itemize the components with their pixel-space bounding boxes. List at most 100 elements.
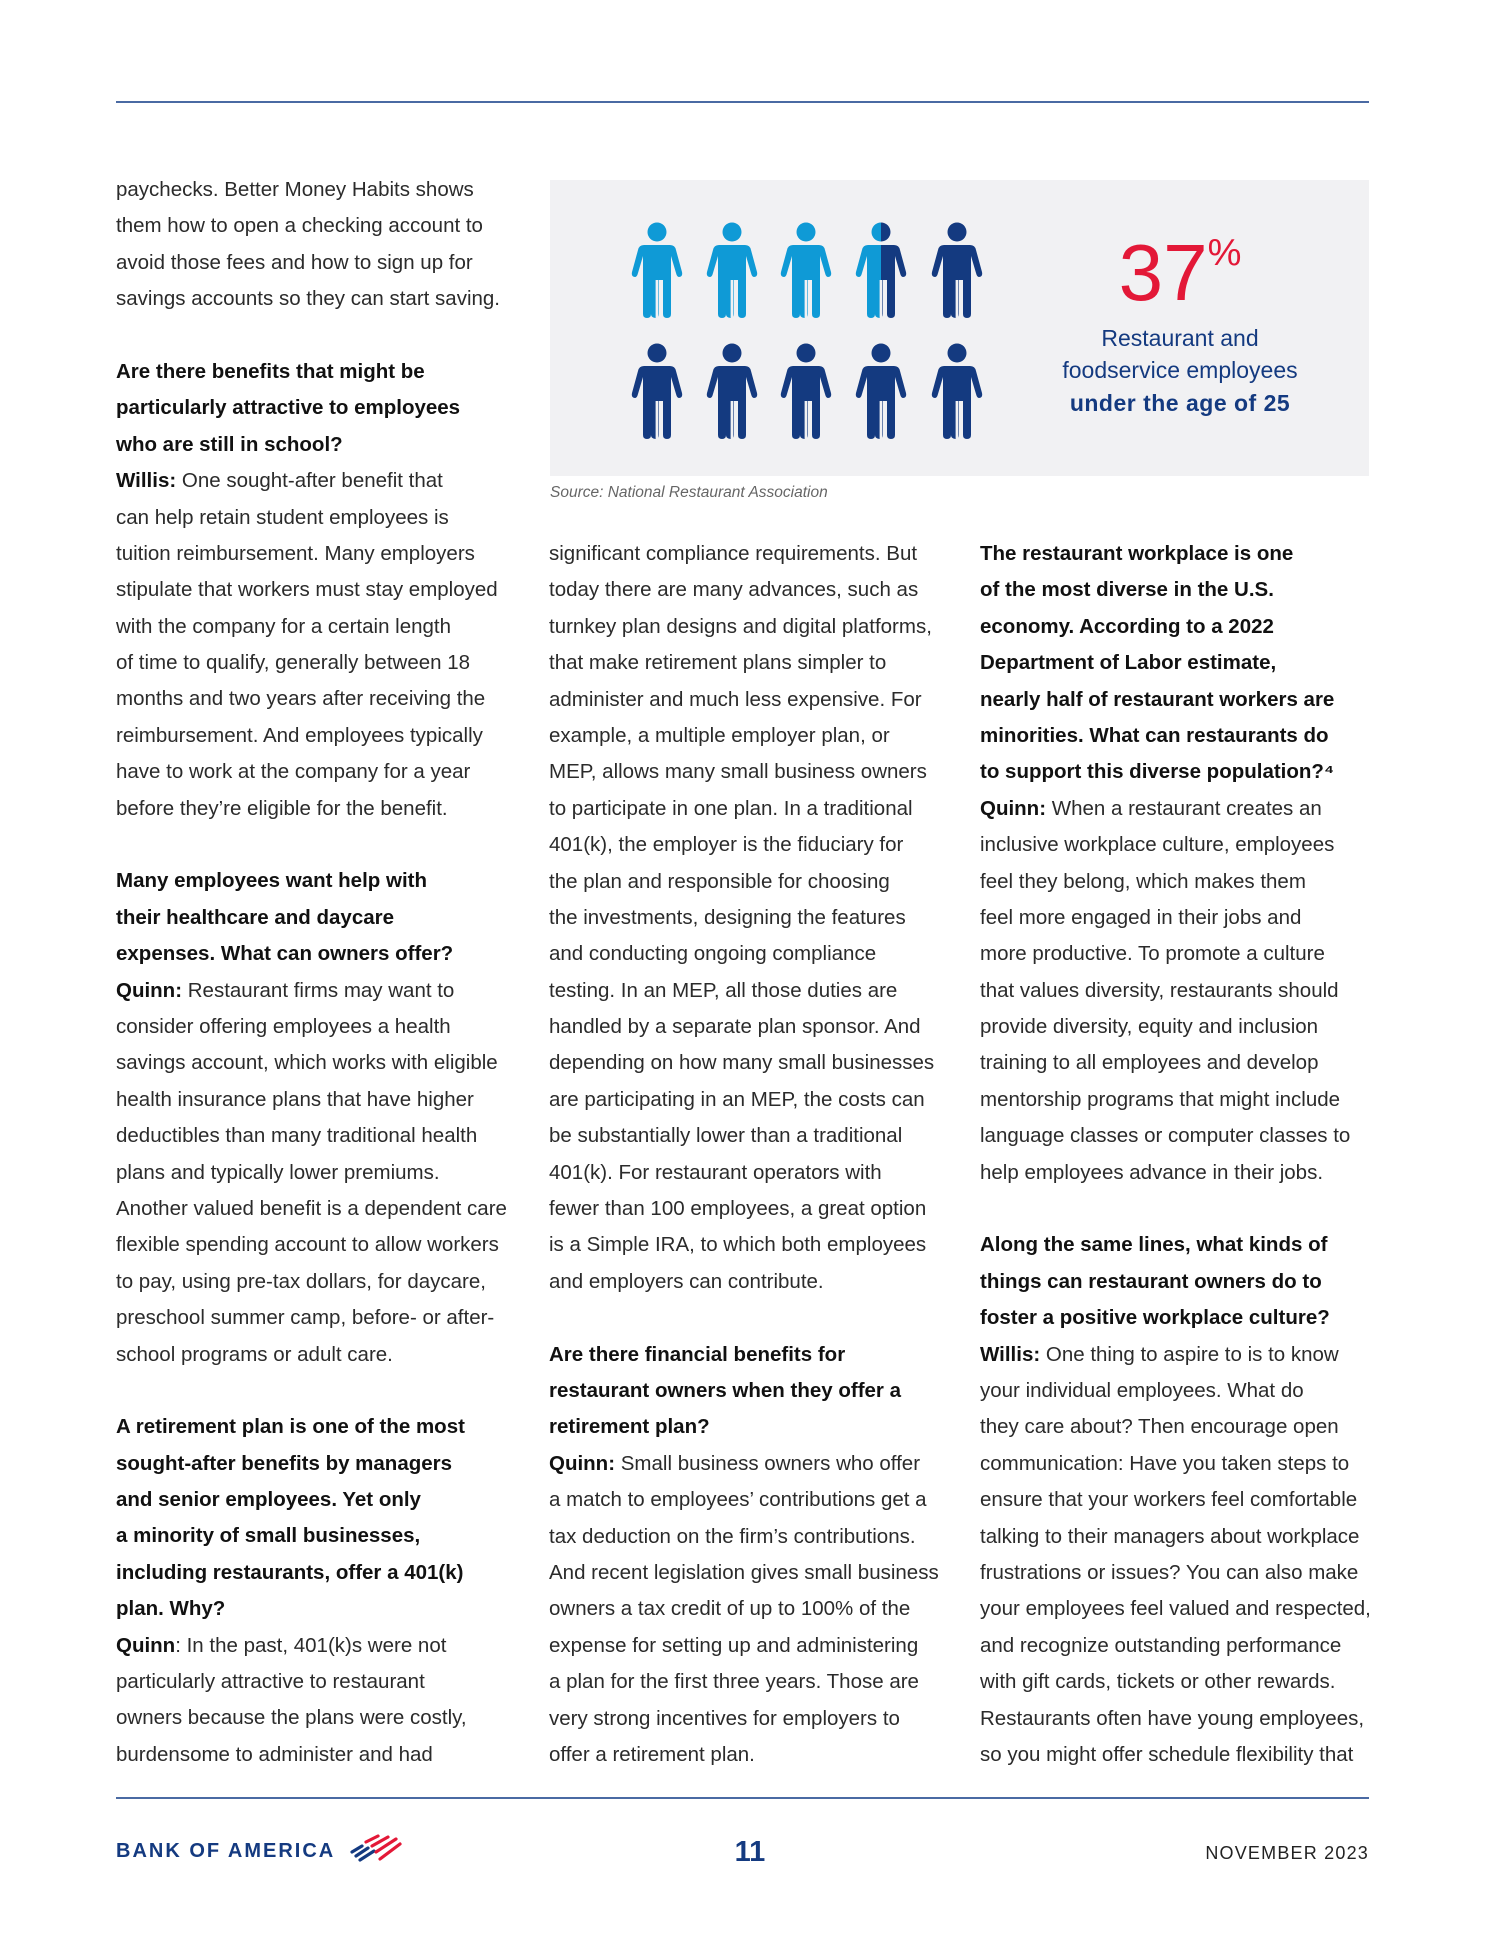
line-text: and conducting ongoing compliance	[549, 942, 877, 966]
line-text: handled by a separate plan sponsor. And	[549, 1015, 921, 1039]
line-text: their healthcare and daycare	[116, 905, 395, 929]
line-text: owners a tax credit of up to 100% of the	[549, 1597, 911, 1621]
line-text: feel more engaged in their jobs and	[980, 905, 1302, 929]
line-text: to pay, using pre-tax dollars, for dayca…	[116, 1269, 486, 1293]
text-line: the plan and responsible for choosing	[549, 864, 939, 900]
flag-logo-icon	[350, 1834, 402, 1862]
text-line: example, a multiple employer plan, or	[549, 718, 939, 754]
line-text: retirement plan?	[549, 1415, 710, 1439]
line-text: Restaurant firms may want to	[182, 978, 455, 1002]
text-line: and conducting ongoing compliance	[549, 936, 939, 972]
line-text: 401(k), the employer is the fiduciary fo…	[549, 833, 904, 857]
text-line: school programs or adult care.	[116, 1337, 507, 1373]
speaker-name: Quinn:	[116, 978, 183, 1002]
line-text: the investments, designing the features	[549, 905, 906, 929]
text-line: fewer than 100 employees, a great option	[549, 1191, 939, 1227]
person-icon	[631, 343, 683, 439]
line-text: of time to qualify, generally between 18	[116, 651, 471, 675]
text-line: training to all employees and develop	[980, 1045, 1371, 1081]
text-line: a plan for the first three years. Those …	[549, 1664, 939, 1700]
text-line: is a Simple IRA, to which both employees	[549, 1227, 939, 1263]
line-text: health insurance plans that have higher	[116, 1087, 474, 1111]
text-line: MEP, allows many small business owners	[549, 754, 939, 790]
line-text: plans and typically lower premiums.	[116, 1160, 440, 1184]
text-line: administer and much less expensive. For	[549, 682, 939, 718]
text-line: flexible spending account to allow worke…	[116, 1227, 507, 1263]
line-text: that values diversity, restaurants shoul…	[980, 978, 1339, 1002]
text-line: to pay, using pre-tax dollars, for dayca…	[116, 1264, 507, 1300]
bank-of-america-logo: BANK OF AMERICA	[116, 1840, 336, 1862]
line-text: mentorship programs that might include	[980, 1087, 1341, 1111]
line-text: turnkey plan designs and digital platfor…	[549, 614, 932, 638]
speaker-name: Quinn	[116, 1633, 176, 1657]
text-line: be substantially lower than a traditiona…	[549, 1118, 939, 1154]
line-text: 401(k). For restaurant operators with	[549, 1160, 882, 1184]
question-line: of the most diverse in the U.S.	[980, 572, 1371, 608]
line-text: Are there benefits that might be	[116, 359, 425, 383]
question-line: minorities. What can restaurants do	[980, 718, 1371, 754]
text-line: your individual employees. What do	[980, 1373, 1371, 1409]
text-line: with gift cards, tickets or other reward…	[980, 1664, 1371, 1700]
line-text: And recent legislation gives small busin…	[549, 1560, 939, 1584]
line-text: to participate in one plan. In a traditi…	[549, 796, 913, 820]
line-text: have to work at the company for a year	[116, 760, 471, 784]
line-text: training to all employees and develop	[980, 1051, 1319, 1075]
line-text: that make retirement plans simpler to	[549, 651, 887, 675]
line-text: foster a positive workplace culture?	[980, 1306, 1330, 1330]
text-line: savings account, which works with eligib…	[116, 1045, 507, 1081]
text-line: Quinn: When a restaurant creates an	[980, 791, 1371, 827]
text-line: they care about? Then encourage open	[980, 1409, 1371, 1445]
line-text: fewer than 100 employees, a great option	[549, 1197, 927, 1221]
line-text: The restaurant workplace is one	[980, 542, 1294, 565]
question-line: economy. According to a 2022	[980, 609, 1371, 645]
line-text: preschool summer camp, before- or after-	[116, 1306, 495, 1330]
speaker-name: Willis:	[116, 469, 177, 493]
source-note: Source: National Restaurant Association	[550, 484, 828, 501]
line-text: plan. Why?	[116, 1597, 226, 1621]
line-text: more productive. To promote a culture	[980, 942, 1325, 966]
line-text: can help retain student employees is	[116, 505, 449, 529]
line-text: flexible spending account to allow worke…	[116, 1233, 499, 1257]
line-text: the plan and responsible for choosing	[549, 869, 890, 893]
text-line: tax deduction on the firm’s contribution…	[549, 1519, 939, 1555]
line-text: minorities. What can restaurants do	[980, 723, 1329, 747]
line-text: paychecks. Better Money Habits shows	[116, 178, 474, 201]
line-text: testing. In an MEP, all those duties are	[549, 978, 898, 1002]
line-text: savings accounts so they can start savin…	[116, 287, 501, 311]
text-line: depending on how many small businesses	[549, 1045, 939, 1081]
article-column-1: paychecks. Better Money Habits shows them…	[116, 172, 507, 1773]
text-line: 401(k), the employer is the fiduciary fo…	[549, 827, 939, 863]
text-line: mentorship programs that might include	[980, 1082, 1371, 1118]
line-text: so you might offer schedule flexibility …	[980, 1742, 1354, 1766]
text-line: significant compliance requirements. But	[549, 536, 939, 572]
line-text: economy. According to a 2022	[980, 614, 1274, 638]
line-text: Restaurants often have young employees,	[980, 1706, 1365, 1730]
question-line: who are still in school?	[116, 427, 507, 463]
text-line: offer a retirement plan.	[549, 1737, 939, 1773]
line-text: expense for setting up and administering	[549, 1633, 919, 1657]
text-line: deductibles than many traditional health	[116, 1118, 507, 1154]
text-line: Willis: One sought-after benefit that	[116, 463, 507, 499]
text-line: particularly attractive to restaurant	[116, 1664, 507, 1700]
line-text: expenses. What can owners offer?	[116, 942, 454, 966]
line-text: : In the past, 401(k)s were not	[175, 1633, 447, 1657]
line-text: they care about? Then encourage open	[980, 1415, 1339, 1439]
line-text: of the most diverse in the U.S.	[980, 578, 1274, 602]
text-line: inclusive workplace culture, employees	[980, 827, 1371, 863]
article-column-3: The restaurant workplace is one of the mo…	[980, 536, 1371, 1773]
text-line: help employees advance in their jobs.	[980, 1155, 1371, 1191]
line-text: communication: Have you taken steps to	[980, 1451, 1350, 1475]
line-text: very strong incentives for employers to	[549, 1706, 900, 1730]
line-text: and recognize outstanding performance	[980, 1633, 1342, 1657]
question-line: Department of Labor estimate,	[980, 645, 1371, 681]
line-text: months and two years after receiving the	[116, 687, 486, 711]
text-line: owners because the plans were costly,	[116, 1700, 507, 1736]
person-icon	[931, 222, 983, 318]
text-line: and recognize outstanding performance	[980, 1628, 1371, 1664]
text-line: and employers can contribute.	[549, 1264, 939, 1300]
line-text: school programs or adult care.	[116, 1342, 393, 1366]
line-text: your individual employees. What do	[980, 1378, 1304, 1402]
line-text: A retirement plan is one of the most	[116, 1415, 465, 1439]
line-text: tuition reimbursement. Many employers	[116, 541, 475, 565]
line-text: sought-after benefits by managers	[116, 1451, 453, 1475]
